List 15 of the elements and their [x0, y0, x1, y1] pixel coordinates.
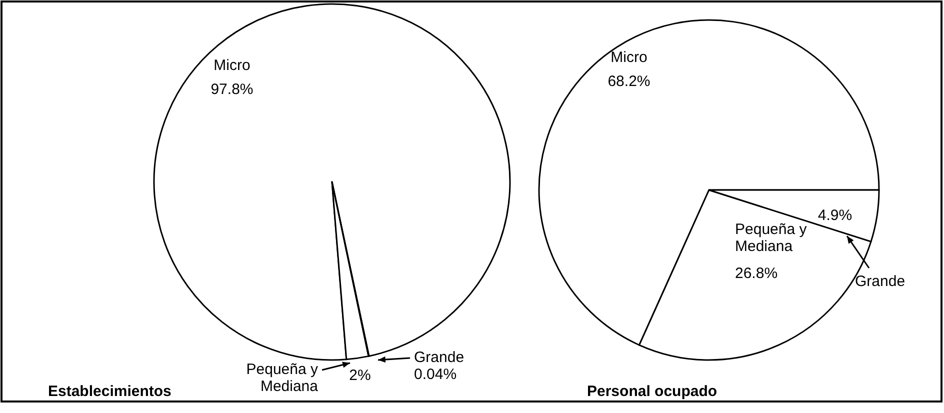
data-label: 68.2% [608, 73, 650, 90]
data-label: 0.04% [414, 366, 457, 383]
slice-label: Grande [855, 273, 906, 290]
slice-label: Pequeña y Mediana [735, 221, 808, 255]
legend-label: Grande [414, 349, 464, 366]
text: Personal ocupado [587, 383, 718, 400]
data-label: 97.8% [210, 81, 254, 98]
data-label: 26.8% [735, 265, 778, 282]
slice-label: Pequeña y Mediana [246, 361, 319, 395]
data-label: 4.9% [818, 207, 852, 224]
slice-label: Micro [610, 49, 648, 66]
text: Establecimientos [48, 383, 172, 400]
slice-label: Micro [214, 57, 250, 74]
data-label: 2% [349, 367, 371, 384]
pie-slice [153, 3, 511, 361]
